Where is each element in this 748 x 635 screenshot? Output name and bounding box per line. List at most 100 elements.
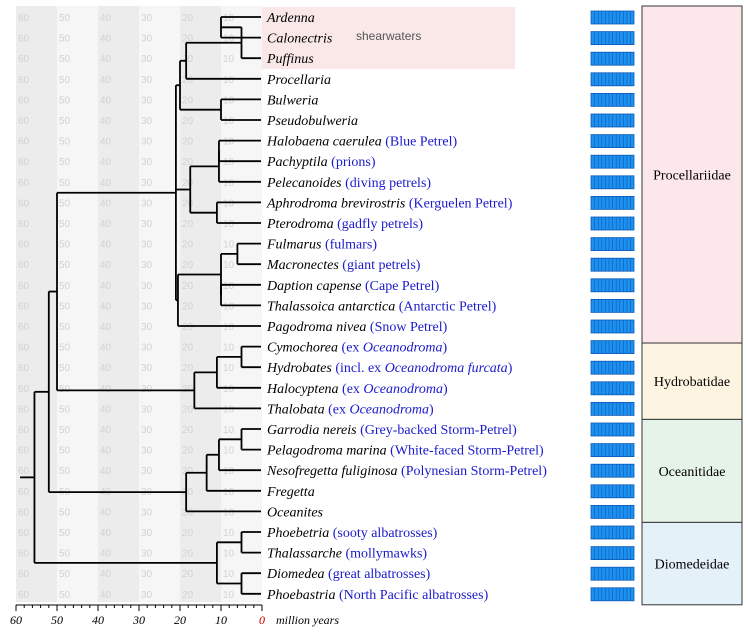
grid-number: 30 <box>141 322 153 333</box>
grid-number: 40 <box>100 549 112 560</box>
axis-tick-label: 60 <box>10 613 22 627</box>
grid-number: 60 <box>18 590 30 601</box>
grid-number: 30 <box>141 34 153 45</box>
common-name: (incl. ex <box>332 361 385 376</box>
shearwaters-highlight <box>262 7 515 69</box>
grid-number: 40 <box>100 178 112 189</box>
taxon-label: Calonectris <box>267 32 333 47</box>
taxon-label: Pterodroma (gadfly petrels) <box>266 217 423 232</box>
axis-tick-label: 10 <box>215 613 227 627</box>
taxon-label: Thalassarche (mollymawks) <box>267 547 427 562</box>
taxon-label: Procellaria <box>266 73 331 88</box>
common-name: ) <box>443 341 448 356</box>
grid-number: 60 <box>18 157 30 168</box>
grid-number: 10 <box>223 116 235 127</box>
genus-name: Thalassarche <box>267 547 342 562</box>
taxon-label: Thalobata (ex Oceanodroma) <box>267 402 434 417</box>
grid-number: 60 <box>18 240 30 251</box>
time-band <box>221 6 262 602</box>
grid-number: 60 <box>18 569 30 580</box>
grid-number: 50 <box>59 549 71 560</box>
grid-number: 20 <box>182 590 194 601</box>
grid-number: 60 <box>18 95 30 106</box>
grid-number: 50 <box>59 281 71 292</box>
common-name: ) <box>508 361 513 376</box>
grid-number: 40 <box>100 116 112 127</box>
time-grid: 60 50 40 30 20 10 60 50 40 30 20 10 60 50 40 30 20 10 60 50… <box>16 6 262 602</box>
time-axis: 60 50 40 30 20 10 0 million years <box>10 604 339 627</box>
grid-number: 60 <box>18 219 30 230</box>
grid-number: 40 <box>100 281 112 292</box>
grid-number: 60 <box>18 363 30 374</box>
grid-number: 60 <box>18 260 30 271</box>
grid-number: 10 <box>223 487 235 498</box>
grid-number: 40 <box>100 425 112 436</box>
grid-number: 30 <box>141 178 153 189</box>
grid-number: 40 <box>100 301 112 312</box>
grid-number: 60 <box>18 507 30 518</box>
genus-name: Pelecanoides <box>266 176 342 191</box>
time-band <box>98 6 139 602</box>
common-name: (fulmars) <box>321 238 377 253</box>
grid-number: 30 <box>141 569 153 580</box>
grid-number: 20 <box>182 549 194 560</box>
grid-number: 10 <box>223 343 235 354</box>
taxon-label: Pagodroma nivea (Snow Petrel) <box>266 320 448 335</box>
grid-number: 50 <box>59 157 71 168</box>
grid-number: 20 <box>182 13 194 24</box>
grid-number: 10 <box>223 75 235 86</box>
grid-number: 10 <box>223 404 235 415</box>
taxon-label: Halocyptena (ex Oceanodroma) <box>266 382 448 397</box>
common-name: Oceanodroma <box>349 402 429 417</box>
grid-number: 60 <box>18 446 30 457</box>
common-name: (Grey-backed Storm-Petrel) <box>357 423 517 438</box>
grid-number: 30 <box>141 13 153 24</box>
grid-number: 30 <box>141 198 153 209</box>
grid-number: 60 <box>18 116 30 127</box>
taxon-label: Macronectes (giant petrels) <box>266 258 421 273</box>
genus-name: Phoebetria <box>266 526 329 541</box>
grid-number: 40 <box>100 569 112 580</box>
grid-number: 50 <box>59 198 71 209</box>
taxon-label: Nesofregetta fuliginosa (Polynesian Stor… <box>266 464 547 479</box>
genus-name: Aphrodroma brevirostris <box>266 196 406 211</box>
grid-number: 20 <box>182 219 194 230</box>
grid-number: 40 <box>100 54 112 65</box>
family-label: Procellariidae <box>653 169 731 184</box>
family-label: Diomedeidae <box>655 558 730 573</box>
grid-number: 30 <box>141 137 153 148</box>
taxon-label: Diomedea (great albatrosses) <box>266 567 431 582</box>
grid-number: 30 <box>141 240 153 251</box>
grid-number: 40 <box>100 507 112 518</box>
grid-number: 30 <box>141 384 153 395</box>
genus-name: Puffinus <box>266 52 314 67</box>
grid-number: 60 <box>18 404 30 415</box>
grid-number: 60 <box>18 528 30 539</box>
taxon-label: Pelagodroma marina (White-faced Storm-Pe… <box>266 444 544 459</box>
taxon-label: Bulweria <box>267 93 318 108</box>
grid-number: 60 <box>18 343 30 354</box>
taxon-label: Daption capense (Cape Petrel) <box>266 279 440 294</box>
grid-number: 20 <box>182 157 194 168</box>
grid-number: 50 <box>59 446 71 457</box>
grid-number: 30 <box>141 116 153 127</box>
genus-name: Garrodia nereis <box>267 423 357 438</box>
grid-number: 20 <box>182 34 194 45</box>
common-name: (ex <box>325 402 350 417</box>
genus-name: Oceanites <box>267 505 324 520</box>
family-box <box>641 521 743 606</box>
common-name: (Cape Petrel) <box>361 279 439 294</box>
family-boxes: Procellariidae Hydrobatidae Oceanitidae Dio… <box>641 5 743 606</box>
common-name: (ex <box>338 341 363 356</box>
grid-number: 50 <box>59 301 71 312</box>
grid-number: 20 <box>182 260 194 271</box>
grid-number: 20 <box>182 95 194 106</box>
grid-number: 60 <box>18 198 30 209</box>
grid-number: 60 <box>18 137 30 148</box>
taxon-label: Ardenna <box>266 11 315 26</box>
grid-number: 50 <box>59 507 71 518</box>
grid-number: 40 <box>100 446 112 457</box>
grid-number: 40 <box>100 34 112 45</box>
axis-tick-label: 40 <box>92 613 104 627</box>
grid-number: 60 <box>18 301 30 312</box>
